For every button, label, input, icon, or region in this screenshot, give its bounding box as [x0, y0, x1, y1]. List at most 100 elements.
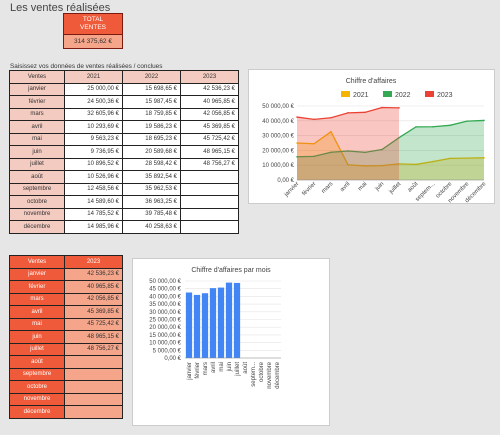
sales-cell[interactable]: 9 736,95 €	[64, 145, 123, 159]
month-cell[interactable]: août	[9, 355, 65, 369]
sales-cell[interactable]	[180, 220, 239, 234]
sales-cell[interactable]: 18 695,23 €	[122, 132, 181, 146]
sales-cell[interactable]: 42 536,23 €	[180, 82, 239, 96]
month-cell[interactable]: juin	[9, 145, 65, 159]
sales-cell[interactable]: 36 963,25 €	[122, 195, 181, 209]
series-line-2022	[296, 119, 485, 158]
header-ventes[interactable]: Ventes	[9, 255, 65, 269]
sales-cell[interactable]	[180, 195, 239, 209]
month-cell[interactable]: février	[9, 280, 65, 294]
month-cell[interactable]: octobre	[9, 380, 65, 394]
month-cell[interactable]: avril	[9, 120, 65, 134]
header-ventes[interactable]: Ventes	[9, 70, 65, 84]
sales-cell[interactable]: 19 586,23 €	[122, 120, 181, 134]
sales-cell[interactable]: 28 598,42 €	[122, 157, 181, 171]
table-row: décembre 14 985,96 €40 258,63 €	[9, 220, 239, 234]
header-year-3[interactable]: 2023	[180, 70, 239, 84]
sales-cell[interactable]: 14 589,60 €	[64, 195, 123, 209]
month-cell[interactable]: janvier	[9, 82, 65, 96]
sales-cell[interactable]	[180, 207, 239, 221]
sales-cell[interactable]: 48 965,15 €	[180, 145, 239, 159]
sales-cell[interactable]	[64, 355, 123, 369]
month-cell[interactable]: septembre	[9, 367, 65, 381]
sales-cell[interactable]: 39 785,48 €	[122, 207, 181, 221]
month-cell[interactable]: août	[9, 170, 65, 184]
sales-cell[interactable]	[180, 170, 239, 184]
table-row: avril 10 293,69 €19 586,23 €45 369,85 €	[9, 120, 239, 134]
sales-cell[interactable]: 35 892,54 €	[122, 170, 181, 184]
month-cell[interactable]: juillet	[9, 157, 65, 171]
sales-cell[interactable]: 24 500,36 €	[64, 95, 123, 109]
sales-cell[interactable]: 12 458,56 €	[64, 182, 123, 196]
sales-cell[interactable]: 45 369,85 €	[64, 305, 123, 319]
sales-cell[interactable]: 45 725,42 €	[64, 317, 123, 331]
area-2022	[297, 120, 484, 180]
month-cell[interactable]: octobre	[9, 195, 65, 209]
sales-cell[interactable]: 35 962,53 €	[122, 182, 181, 196]
sales-cell[interactable]: 40 965,85 €	[180, 95, 239, 109]
sales-cell[interactable]	[180, 182, 239, 196]
sales-cell[interactable]: 48 756,27 €	[64, 342, 123, 356]
sales-cell[interactable]: 40 258,63 €	[122, 220, 181, 234]
sales-cell[interactable]: 45 725,42 €	[180, 132, 239, 146]
sales-cell[interactable]: 10 526,96 €	[64, 170, 123, 184]
x-tick-label: juillet	[235, 362, 241, 377]
sales-cell[interactable]: 25 000,00 €	[64, 82, 123, 96]
month-cell[interactable]: mai	[9, 317, 65, 331]
revenue-area-chart[interactable]: Chiffre d'affaires 2021 2022 2023 0,00 € 10 0…	[248, 69, 495, 204]
sales-cell[interactable]: 18 759,85 €	[122, 107, 181, 121]
month-cell[interactable]: juin	[9, 330, 65, 344]
sales-cell[interactable]	[64, 367, 123, 381]
month-cell[interactable]: décembre	[9, 405, 65, 419]
sales-cell[interactable]: 42 056,85 €	[180, 107, 239, 121]
header-year-2[interactable]: 2022	[122, 70, 181, 84]
monthly-revenue-bar-chart[interactable]: Chiffre d'affaires par mois 0,00 € 5 000,0…	[132, 258, 330, 426]
sales-cell[interactable]: 42 056,85 €	[64, 292, 123, 306]
header-year-1[interactable]: 2023	[64, 255, 123, 269]
sales-cell[interactable]: 14 785,52 €	[64, 207, 123, 221]
month-cell[interactable]: janvier	[9, 267, 65, 281]
sales-cell[interactable]	[64, 392, 123, 406]
month-cell[interactable]: juillet	[9, 342, 65, 356]
x-tick-label: mars	[203, 362, 209, 375]
sales-cell[interactable]: 40 965,85 €	[64, 280, 123, 294]
sales-cell[interactable]: 20 589,68 €	[122, 145, 181, 159]
sales-cell[interactable]: 10 293,69 €	[64, 120, 123, 134]
month-cell[interactable]: décembre	[9, 220, 65, 234]
table-row: décembre	[9, 405, 123, 419]
x-tick-label: mai	[357, 181, 368, 192]
x-tick-label: septem...	[251, 362, 257, 387]
month-cell[interactable]: septembre	[9, 182, 65, 196]
y-tick-label: 30 000,00 €	[262, 134, 294, 140]
x-tick-label: janvier	[187, 362, 193, 381]
table-row: juin 9 736,95 €20 589,68 €48 965,15 €	[9, 145, 239, 159]
y-tick-label: 10 000,00 €	[262, 163, 294, 169]
month-cell[interactable]: février	[9, 95, 65, 109]
header-year-1[interactable]: 2021	[64, 70, 123, 84]
month-cell[interactable]: avril	[9, 305, 65, 319]
y-tick-label: 50 000,00 €	[149, 279, 181, 285]
month-cell[interactable]: novembre	[9, 207, 65, 221]
sales-cell[interactable]: 45 369,85 €	[180, 120, 239, 134]
month-cell[interactable]: mars	[9, 107, 65, 121]
sales-cell[interactable]: 42 536,23 €	[64, 267, 123, 281]
sales-cell[interactable]: 48 756,27 €	[180, 157, 239, 171]
sales-cell[interactable]: 14 985,96 €	[64, 220, 123, 234]
sales-cell[interactable]: 9 563,23 €	[64, 132, 123, 146]
table-row: octobre 14 589,60 €36 963,25 €	[9, 195, 239, 209]
sales-cell[interactable]: 15 987,45 €	[122, 95, 181, 109]
month-cell[interactable]: mai	[9, 132, 65, 146]
sales-cell[interactable]: 10 896,52 €	[64, 157, 123, 171]
month-cell[interactable]: mars	[9, 292, 65, 306]
data-point-2021	[398, 163, 400, 165]
total-sales-value[interactable]: 314 375,62 €	[64, 34, 122, 48]
series-line-2021	[296, 130, 485, 167]
month-cell[interactable]: novembre	[9, 392, 65, 406]
total-sales-box: TOTAL VENTES 314 375,62 €	[63, 13, 123, 49]
sales-cell[interactable]: 48 965,15 €	[64, 330, 123, 344]
sales-cell[interactable]: 15 698,65 €	[122, 82, 181, 96]
data-point-2023	[347, 112, 349, 114]
sales-cell[interactable]	[64, 405, 123, 419]
sales-cell[interactable]	[64, 380, 123, 394]
sales-cell[interactable]: 32 605,96 €	[64, 107, 123, 121]
